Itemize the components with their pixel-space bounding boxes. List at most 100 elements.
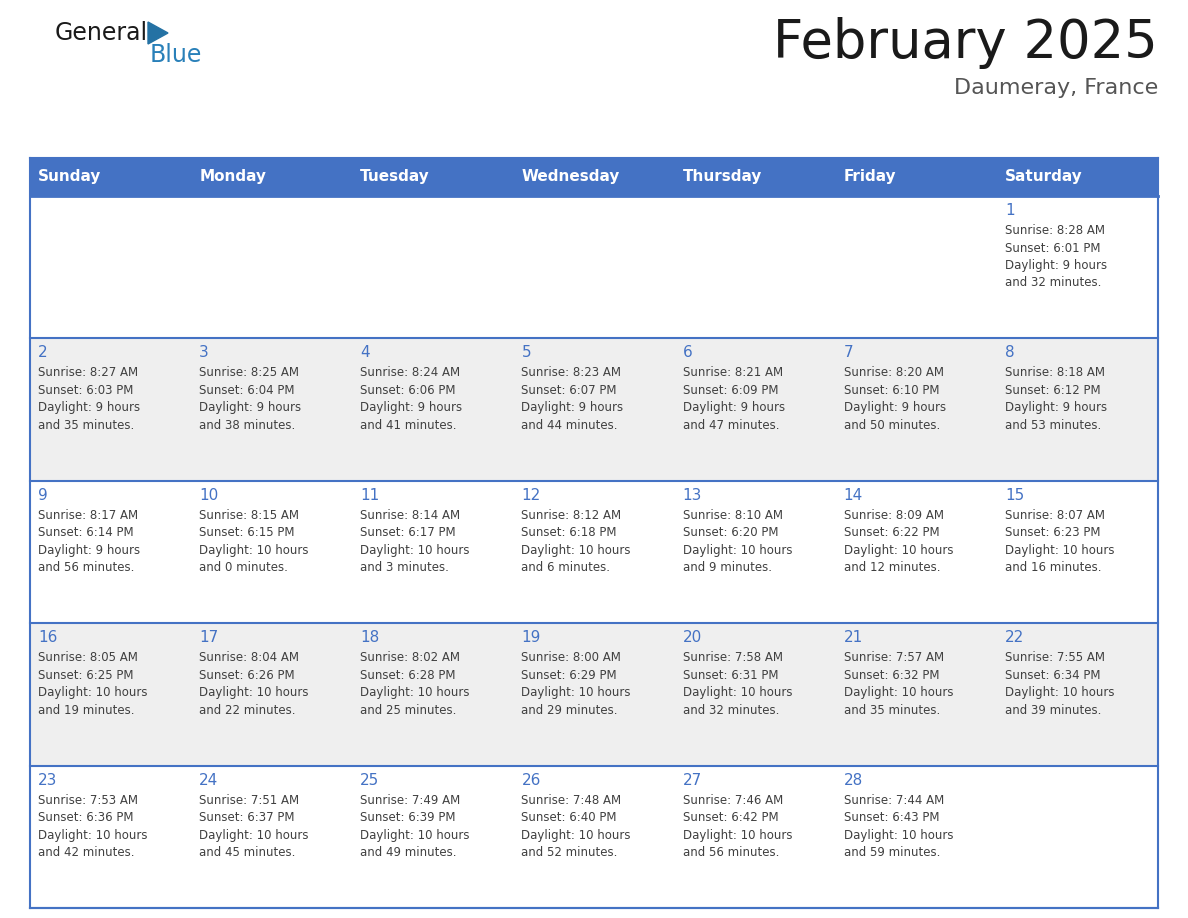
- Bar: [513, 623, 675, 766]
- Text: Sunday: Sunday: [38, 170, 101, 185]
- Text: and 25 minutes.: and 25 minutes.: [360, 704, 456, 717]
- Text: Daylight: 9 hours: Daylight: 9 hours: [522, 401, 624, 414]
- Text: Daylight: 9 hours: Daylight: 9 hours: [683, 401, 785, 414]
- Bar: [191, 766, 353, 908]
- Text: 8: 8: [1005, 345, 1015, 361]
- Bar: [191, 158, 353, 196]
- Text: Daumeray, France: Daumeray, France: [954, 78, 1158, 98]
- Text: and 32 minutes.: and 32 minutes.: [683, 704, 779, 717]
- Bar: [835, 766, 997, 908]
- Text: Thursday: Thursday: [683, 170, 762, 185]
- Text: Daylight: 9 hours: Daylight: 9 hours: [843, 401, 946, 414]
- Text: and 41 minutes.: and 41 minutes.: [360, 419, 456, 431]
- Text: Sunset: 6:10 PM: Sunset: 6:10 PM: [843, 384, 940, 397]
- Text: Sunset: 6:25 PM: Sunset: 6:25 PM: [38, 668, 133, 682]
- Text: 25: 25: [360, 773, 379, 788]
- Text: Sunrise: 8:27 AM: Sunrise: 8:27 AM: [38, 366, 138, 379]
- Text: Daylight: 10 hours: Daylight: 10 hours: [360, 543, 469, 557]
- Bar: [513, 766, 675, 908]
- Text: Daylight: 10 hours: Daylight: 10 hours: [38, 686, 147, 700]
- Text: Sunrise: 7:58 AM: Sunrise: 7:58 AM: [683, 651, 783, 665]
- Text: Daylight: 10 hours: Daylight: 10 hours: [1005, 686, 1114, 700]
- Text: Sunrise: 8:12 AM: Sunrise: 8:12 AM: [522, 509, 621, 521]
- Text: Sunset: 6:03 PM: Sunset: 6:03 PM: [38, 384, 133, 397]
- Text: 22: 22: [1005, 630, 1024, 645]
- Bar: [675, 339, 835, 481]
- Text: 6: 6: [683, 345, 693, 361]
- Bar: [30, 481, 191, 623]
- Bar: [997, 623, 1158, 766]
- Text: 5: 5: [522, 345, 531, 361]
- Text: Daylight: 10 hours: Daylight: 10 hours: [360, 686, 469, 700]
- Bar: [30, 623, 191, 766]
- Text: Sunset: 6:06 PM: Sunset: 6:06 PM: [360, 384, 456, 397]
- Text: Sunset: 6:15 PM: Sunset: 6:15 PM: [200, 526, 295, 539]
- Bar: [30, 766, 191, 908]
- Text: Sunset: 6:43 PM: Sunset: 6:43 PM: [843, 812, 940, 824]
- Text: Daylight: 10 hours: Daylight: 10 hours: [843, 686, 953, 700]
- Text: Sunrise: 8:05 AM: Sunrise: 8:05 AM: [38, 651, 138, 665]
- Text: 26: 26: [522, 773, 541, 788]
- Text: Sunset: 6:28 PM: Sunset: 6:28 PM: [360, 668, 456, 682]
- Text: Sunset: 6:29 PM: Sunset: 6:29 PM: [522, 668, 617, 682]
- Bar: [675, 766, 835, 908]
- Text: Monday: Monday: [200, 170, 266, 185]
- Text: and 56 minutes.: and 56 minutes.: [683, 846, 779, 859]
- Text: Daylight: 9 hours: Daylight: 9 hours: [38, 543, 140, 557]
- Text: Daylight: 9 hours: Daylight: 9 hours: [1005, 401, 1107, 414]
- Text: Sunset: 6:20 PM: Sunset: 6:20 PM: [683, 526, 778, 539]
- Text: Sunset: 6:23 PM: Sunset: 6:23 PM: [1005, 526, 1100, 539]
- Text: Sunrise: 8:28 AM: Sunrise: 8:28 AM: [1005, 224, 1105, 237]
- Text: 21: 21: [843, 630, 862, 645]
- Text: Daylight: 10 hours: Daylight: 10 hours: [200, 543, 309, 557]
- Bar: [835, 339, 997, 481]
- Text: 13: 13: [683, 487, 702, 503]
- Text: Daylight: 10 hours: Daylight: 10 hours: [360, 829, 469, 842]
- Text: 2: 2: [38, 345, 48, 361]
- Text: Sunset: 6:09 PM: Sunset: 6:09 PM: [683, 384, 778, 397]
- Text: 9: 9: [38, 487, 48, 503]
- Text: Sunrise: 8:21 AM: Sunrise: 8:21 AM: [683, 366, 783, 379]
- Text: Sunset: 6:17 PM: Sunset: 6:17 PM: [360, 526, 456, 539]
- Text: Sunrise: 7:48 AM: Sunrise: 7:48 AM: [522, 793, 621, 807]
- Bar: [353, 196, 513, 339]
- Bar: [997, 196, 1158, 339]
- Text: 28: 28: [843, 773, 862, 788]
- Bar: [997, 339, 1158, 481]
- Text: Sunset: 6:36 PM: Sunset: 6:36 PM: [38, 812, 133, 824]
- Bar: [353, 481, 513, 623]
- Text: 20: 20: [683, 630, 702, 645]
- Text: and 9 minutes.: and 9 minutes.: [683, 561, 771, 575]
- Text: and 59 minutes.: and 59 minutes.: [843, 846, 940, 859]
- Text: Sunrise: 7:51 AM: Sunrise: 7:51 AM: [200, 793, 299, 807]
- Text: Sunrise: 8:00 AM: Sunrise: 8:00 AM: [522, 651, 621, 665]
- Text: Tuesday: Tuesday: [360, 170, 430, 185]
- Bar: [353, 623, 513, 766]
- Text: 19: 19: [522, 630, 541, 645]
- Text: 24: 24: [200, 773, 219, 788]
- Text: Sunrise: 7:46 AM: Sunrise: 7:46 AM: [683, 793, 783, 807]
- Text: Sunrise: 8:07 AM: Sunrise: 8:07 AM: [1005, 509, 1105, 521]
- Text: and 56 minutes.: and 56 minutes.: [38, 561, 134, 575]
- Text: and 22 minutes.: and 22 minutes.: [200, 704, 296, 717]
- Text: Daylight: 10 hours: Daylight: 10 hours: [683, 543, 792, 557]
- Text: Wednesday: Wednesday: [522, 170, 620, 185]
- Text: Daylight: 9 hours: Daylight: 9 hours: [360, 401, 462, 414]
- Text: Sunrise: 7:49 AM: Sunrise: 7:49 AM: [360, 793, 461, 807]
- Polygon shape: [148, 22, 168, 44]
- Text: Sunset: 6:14 PM: Sunset: 6:14 PM: [38, 526, 133, 539]
- Text: Sunrise: 7:57 AM: Sunrise: 7:57 AM: [843, 651, 943, 665]
- Text: Sunset: 6:40 PM: Sunset: 6:40 PM: [522, 812, 617, 824]
- Bar: [30, 339, 191, 481]
- Bar: [997, 766, 1158, 908]
- Text: 3: 3: [200, 345, 209, 361]
- Bar: [513, 158, 675, 196]
- Bar: [191, 196, 353, 339]
- Text: and 12 minutes.: and 12 minutes.: [843, 561, 940, 575]
- Text: Daylight: 10 hours: Daylight: 10 hours: [522, 829, 631, 842]
- Text: Daylight: 9 hours: Daylight: 9 hours: [1005, 259, 1107, 272]
- Text: Sunset: 6:37 PM: Sunset: 6:37 PM: [200, 812, 295, 824]
- Text: 14: 14: [843, 487, 862, 503]
- Bar: [835, 623, 997, 766]
- Text: and 47 minutes.: and 47 minutes.: [683, 419, 779, 431]
